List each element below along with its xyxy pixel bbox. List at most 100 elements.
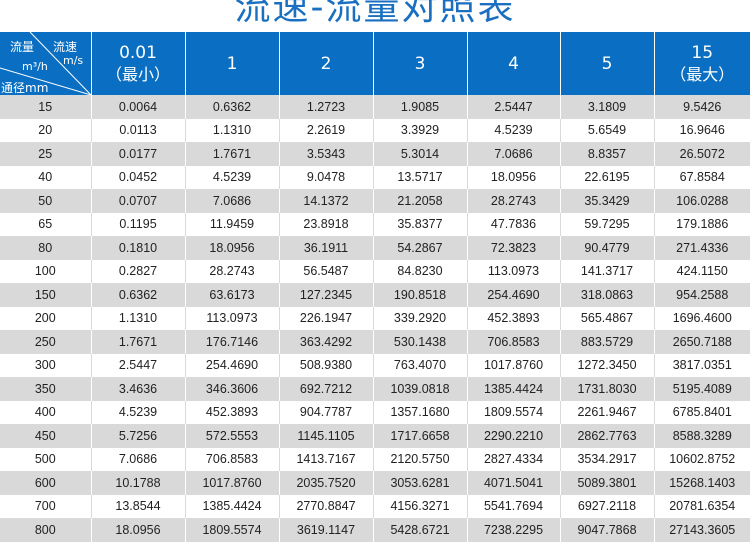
flow-cell: 2770.8847 — [279, 495, 373, 519]
flow-cell: 1039.0818 — [373, 377, 467, 401]
speed-unit: m/s — [63, 50, 83, 72]
flow-cell: 1.2723 — [279, 95, 373, 119]
diameter-cell: 200 — [0, 307, 91, 331]
flow-cell: 176.7146 — [185, 330, 279, 354]
flow-cell: 706.8583 — [185, 448, 279, 472]
diameter-cell: 800 — [0, 518, 91, 542]
flow-cell: 424.1150 — [654, 260, 750, 284]
flow-cell: 35.3429 — [560, 189, 654, 213]
flow-cell: 36.1911 — [279, 236, 373, 260]
flow-cell: 3.4636 — [91, 377, 185, 401]
flow-cell: 0.2827 — [91, 260, 185, 284]
flow-cell: 141.3717 — [560, 260, 654, 284]
flow-cell: 8.8357 — [560, 142, 654, 166]
diameter-cell: 600 — [0, 471, 91, 495]
flow-cell: 56.5487 — [279, 260, 373, 284]
flow-cell: 763.4070 — [373, 354, 467, 378]
flow-cell: 23.8918 — [279, 213, 373, 237]
flow-cell: 8588.3289 — [654, 424, 750, 448]
flow-cell: 9047.7868 — [560, 518, 654, 542]
flow-cell: 3.5343 — [279, 142, 373, 166]
flow-cell: 6927.2118 — [560, 495, 654, 519]
flow-cell: 530.1438 — [373, 330, 467, 354]
flow-cell: 3534.2917 — [560, 448, 654, 472]
flow-cell: 0.0177 — [91, 142, 185, 166]
flow-cell: 1385.4424 — [185, 495, 279, 519]
diameter-cell: 20 — [0, 119, 91, 143]
flow-cell: 3619.1147 — [279, 518, 373, 542]
flow-cell: 13.8544 — [91, 495, 185, 519]
flow-cell: 10.1788 — [91, 471, 185, 495]
header-speed-5: 5 — [560, 32, 654, 95]
flow-cell: 2261.9467 — [560, 401, 654, 425]
flow-cell: 9.5426 — [654, 95, 750, 119]
flow-cell: 5195.4089 — [654, 377, 750, 401]
header-row: 流量 m³/h 流速 m/s 通径mm 0.01（最小） 1 2 3 4 5 1… — [0, 32, 750, 95]
flow-cell: 254.4690 — [467, 283, 560, 307]
diameter-cell: 700 — [0, 495, 91, 519]
flow-cell: 4.5239 — [91, 401, 185, 425]
flow-cell: 452.3893 — [185, 401, 279, 425]
diameter-cell: 400 — [0, 401, 91, 425]
diameter-label: 通径mm — [1, 77, 48, 95]
flow-cell: 28.2743 — [185, 260, 279, 284]
flow-cell: 318.0863 — [560, 283, 654, 307]
header-speed-3: 3 — [373, 32, 467, 95]
flow-cell: 113.0973 — [467, 260, 560, 284]
flow-cell: 113.0973 — [185, 307, 279, 331]
flow-cell: 346.3606 — [185, 377, 279, 401]
diameter-cell: 150 — [0, 283, 91, 307]
flow-cell: 28.2743 — [467, 189, 560, 213]
header-value: 1 — [227, 54, 238, 74]
corner-header: 流量 m³/h 流速 m/s 通径mm — [0, 32, 91, 95]
flow-cell: 2290.2210 — [467, 424, 560, 448]
flow-cell: 35.8377 — [373, 213, 467, 237]
flow-cell: 2827.4334 — [467, 448, 560, 472]
flow-cell: 2.5447 — [91, 354, 185, 378]
flow-cell: 0.0707 — [91, 189, 185, 213]
header-value: 0.01 — [119, 43, 157, 63]
flow-cell: 2120.5750 — [373, 448, 467, 472]
flow-cell: 954.2588 — [654, 283, 750, 307]
flow-cell: 7.0686 — [467, 142, 560, 166]
flow-cell: 0.6362 — [91, 283, 185, 307]
flow-cell: 4.5239 — [467, 119, 560, 143]
flow-cell: 1696.4600 — [654, 307, 750, 331]
header-speed-4: 4 — [467, 32, 560, 95]
flow-cell: 5089.3801 — [560, 471, 654, 495]
flow-cell: 1.1310 — [185, 119, 279, 143]
flow-cell: 63.6173 — [185, 283, 279, 307]
flow-cell: 2.2619 — [279, 119, 373, 143]
page-title: 流速-流量对照表 — [0, 0, 750, 30]
flow-cell: 565.4867 — [560, 307, 654, 331]
header-value: 4 — [508, 54, 519, 74]
diameter-cell: 80 — [0, 236, 91, 260]
diameter-cell: 300 — [0, 354, 91, 378]
flow-cell: 4071.5041 — [467, 471, 560, 495]
flow-cell: 7.0686 — [91, 448, 185, 472]
diameter-cell: 100 — [0, 260, 91, 284]
diameter-cell: 50 — [0, 189, 91, 213]
diameter-cell: 65 — [0, 213, 91, 237]
flow-cell: 339.2920 — [373, 307, 467, 331]
flow-cell: 7.0686 — [185, 189, 279, 213]
flow-cell: 1357.1680 — [373, 401, 467, 425]
header-value: 5 — [602, 54, 613, 74]
flow-cell: 1.7671 — [91, 330, 185, 354]
flow-cell: 72.3823 — [467, 236, 560, 260]
flow-cell: 254.4690 — [185, 354, 279, 378]
flow-cell: 271.4336 — [654, 236, 750, 260]
diameter-cell: 40 — [0, 166, 91, 190]
